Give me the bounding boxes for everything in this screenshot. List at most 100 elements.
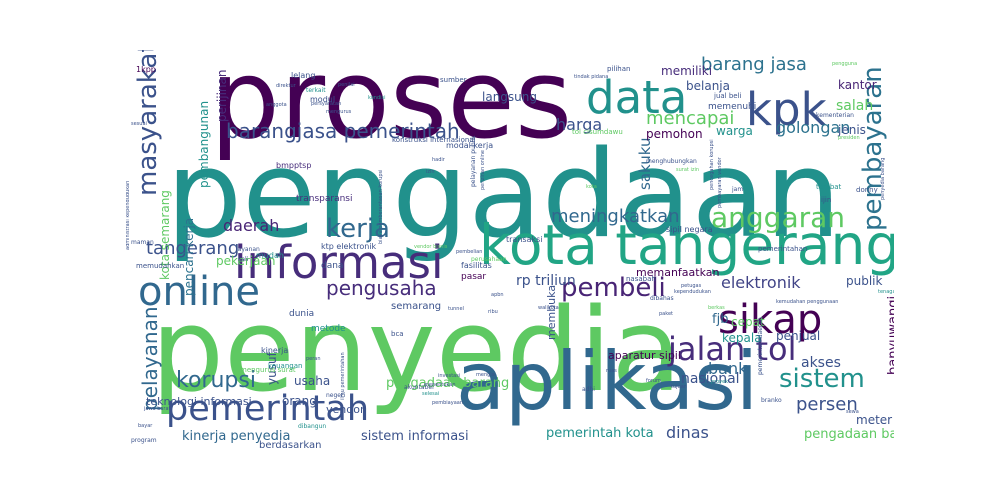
word-mengurus: mengurus (326, 109, 352, 115)
word-salah: salah (836, 98, 874, 114)
word-tangerang: tangerang (146, 238, 240, 259)
word-dunia: dunia (289, 309, 315, 319)
word-mencapai: mencapai (646, 108, 735, 129)
word-teknologi-informasi: teknologi informasi (146, 395, 252, 408)
word-tunnel: tunnel (448, 306, 464, 312)
word-mengurus-surat: mengurus surat (240, 366, 296, 374)
word-aparatur-sipil: aparatur sipil (608, 349, 681, 362)
word-menentukan: menentukan (424, 382, 456, 388)
word-bca: bca (391, 330, 404, 338)
word-akses: akses (801, 355, 841, 371)
word-perijinan: perijinan (215, 69, 229, 123)
word-nasabah: nasabah (626, 275, 656, 283)
word-dana: dana (321, 261, 344, 271)
word-pemerintahan: pemerintahan (758, 245, 808, 253)
word-paket: paket (659, 311, 673, 317)
word-metode: metode (311, 324, 346, 334)
word-harga: harga (556, 115, 603, 134)
word-hadir: hadir (432, 157, 445, 163)
word-kpk: kpk (746, 83, 827, 136)
word-kepala: kepala (722, 331, 762, 345)
word-jam: jam (732, 186, 744, 193)
word-mudah: mudah (256, 251, 284, 260)
word-proses: proses (210, 50, 573, 163)
word-izin: izin (426, 169, 435, 175)
word-pilihan: pilihan (607, 65, 631, 73)
word-walikota: walikota (538, 305, 559, 311)
word-sewa: sewa (846, 409, 859, 415)
word-pemerintah-kota: pemerintah kota (546, 426, 654, 441)
word-orang: orang (282, 394, 317, 408)
word-belanja: belanja (686, 79, 730, 93)
word-bayar: bayar (138, 423, 153, 429)
word-memenuhi: memenuhi (708, 102, 757, 112)
word-konstruksi-internasional: konstruksi internasional (392, 136, 476, 144)
word-investasi: investasi (438, 373, 461, 379)
word-langsung: langsung (482, 90, 537, 104)
word-kota-tangerang: kota tangerang (479, 213, 894, 277)
word-transaksi: transaksi (506, 235, 543, 244)
word-ilmu-pemerintahan: ilmu pemerintahan (340, 352, 346, 400)
word-terkait: terkait (306, 87, 326, 94)
word-dinas: dinas (666, 423, 709, 442)
word-administrasi-kependudukan: administrasi kependudukan (126, 180, 131, 250)
word-transparansi: transparansi (296, 194, 353, 204)
word-ijin: ijin (821, 196, 832, 204)
word-direktur: direktur (276, 83, 296, 89)
word-kondisi: kondisi (368, 95, 386, 101)
word-sikap: sikap (718, 297, 823, 343)
word-kemudahan-penggunaan: kemudahan penggunaan (776, 299, 839, 305)
word-pengadaan: pengadaan (166, 126, 842, 265)
word-ktp-elektronik: ktp elektronik (321, 242, 377, 251)
word-modul: modul (310, 95, 336, 104)
word-barang-jasa: barang jasa (701, 54, 807, 75)
word-pemohon: pemohon (646, 127, 703, 141)
word-branko: branko (761, 397, 782, 404)
word-cepat: cepat (731, 315, 765, 329)
word-anggota: anggota (266, 102, 287, 108)
word-akuntabel: akuntabel (404, 384, 434, 391)
word-biaya-pemberantasan-korupsi: biaya pemberantasan korupsi (378, 169, 384, 244)
word-bmpptsp: bmpptsp (276, 161, 312, 170)
word-perizinan-online: perizinan online (480, 150, 486, 190)
word-pembiayaan: pembiayaan (432, 400, 464, 406)
word-selesai: selesai (422, 391, 440, 397)
word-tenaga: tenaga (878, 289, 894, 295)
word-forum: forum (646, 378, 661, 384)
word-vendor: vendor (326, 403, 365, 416)
word-informasi: informasi (234, 236, 444, 289)
word-pencari-kerja: pencari kerja (182, 217, 196, 296)
word-meter: meter (856, 413, 893, 427)
word-pelayanan-publik: pelayanan publik (470, 135, 477, 188)
word-membuka: membuka (545, 284, 558, 340)
word-tujuan: tujuan (671, 384, 687, 390)
word-kementerian: kementerian (816, 112, 854, 119)
word-nasional: nasional (681, 371, 740, 387)
word-pembelian: pembelian (456, 249, 483, 255)
word-pencegahan-korupsi: pencegahan korupsi (709, 139, 715, 190)
word-meningkatkan: meningkatkan (551, 206, 680, 227)
word-perusahaan: perusahaan (471, 256, 507, 263)
word-barangjasa-pemerintah: barangjasa pemerintah (226, 119, 460, 143)
word-negeri: negeri (326, 392, 346, 399)
word-petugas: petugas (681, 283, 702, 289)
word-pemerintah-daerah: pemerintah daerah (757, 317, 764, 375)
word-apbn: apbn (491, 292, 504, 298)
word-kerja: kerja (326, 214, 390, 244)
word-layanan: layanan (236, 246, 260, 253)
word-modal-kerja: modal kerja (446, 141, 494, 150)
word-penilai: penilai (338, 82, 355, 88)
word-bank: bank (708, 359, 748, 378)
word-pembeli: pembeli (561, 273, 666, 303)
word-jalan-tol: jalan tol (668, 330, 797, 368)
word-dibahas: dibahas (650, 295, 674, 302)
word-terlibat: terlibat (816, 183, 842, 191)
word-proyek: proyek (711, 379, 729, 385)
word-banyuwangi: banyuwangi (886, 295, 894, 375)
word-anggaran: anggaran (711, 201, 846, 234)
word-fjb: fjb (712, 312, 729, 327)
word-pengadaan-barangjasa: pengadaan barangjasa (804, 427, 894, 442)
word-maman: maman (131, 239, 154, 246)
word-sistem: sistem (779, 364, 865, 394)
word-kantor: kantor (838, 78, 877, 92)
